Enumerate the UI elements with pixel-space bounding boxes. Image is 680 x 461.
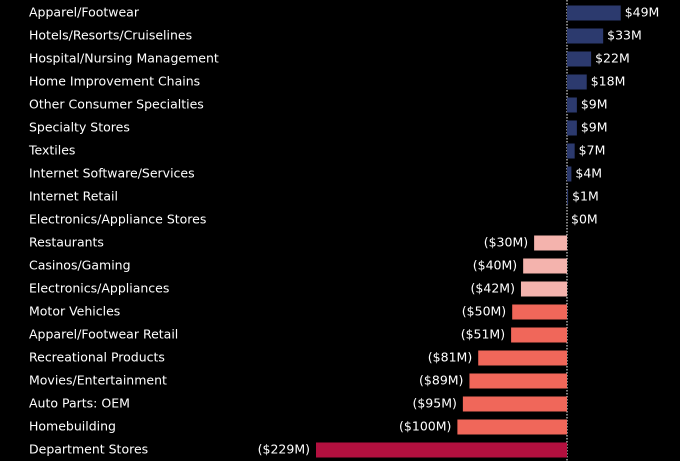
category-label: Hospital/Nursing Management	[29, 51, 219, 66]
bar	[567, 74, 587, 90]
value-label: $18M	[591, 74, 626, 89]
category-label: Internet Software/Services	[29, 166, 195, 181]
bar	[523, 258, 567, 274]
value-label: ($50M)	[462, 304, 506, 319]
value-label: $0M	[571, 212, 598, 227]
bar	[462, 396, 567, 412]
value-label: ($51M)	[461, 327, 505, 342]
bar	[567, 166, 572, 182]
category-label: Hotels/Resorts/Cruiselines	[29, 28, 192, 43]
category-label: Casinos/Gaming	[29, 258, 131, 273]
bar	[478, 350, 567, 366]
value-label: ($95M)	[412, 396, 456, 411]
value-label: $9M	[581, 97, 608, 112]
bar	[567, 28, 604, 44]
value-label: ($81M)	[428, 350, 472, 365]
category-label: Internet Retail	[29, 189, 118, 204]
value-label: ($40M)	[473, 258, 517, 273]
category-label: Apparel/Footwear Retail	[29, 327, 178, 342]
category-label: Restaurants	[29, 235, 104, 250]
value-label: ($229M)	[258, 442, 310, 457]
category-label: Electronics/Appliance Stores	[29, 212, 206, 227]
category-label: Electronics/Appliances	[29, 281, 169, 296]
category-label: Other Consumer Specialties	[29, 97, 204, 112]
value-label: $9M	[581, 120, 608, 135]
value-label: $7M	[579, 143, 606, 158]
bar	[512, 304, 567, 320]
bar	[567, 51, 592, 67]
category-label: Homebuilding	[29, 419, 116, 434]
bar	[316, 442, 567, 458]
category-label: Home Improvement Chains	[29, 74, 200, 89]
category-label: Auto Parts: OEM	[29, 396, 130, 411]
value-label: $22M	[595, 51, 630, 66]
category-label: Department Stores	[29, 442, 148, 457]
bar	[567, 189, 569, 205]
bar	[511, 327, 567, 343]
category-label: Movies/Entertainment	[29, 373, 167, 388]
category-label: Motor Vehicles	[29, 304, 120, 319]
bar	[520, 281, 567, 297]
bar	[567, 143, 575, 159]
value-label: ($42M)	[471, 281, 515, 296]
category-label: Apparel/Footwear	[29, 5, 140, 20]
value-label: $1M	[572, 189, 599, 204]
bar	[469, 373, 567, 389]
bar	[567, 120, 577, 136]
category-label: Textiles	[28, 143, 75, 158]
value-label: $49M	[625, 5, 660, 20]
bar	[567, 5, 621, 21]
bar	[567, 97, 577, 113]
value-label: ($30M)	[484, 235, 528, 250]
value-label: $4M	[575, 166, 602, 181]
bar	[534, 235, 567, 251]
value-label: ($89M)	[419, 373, 463, 388]
bar	[457, 419, 567, 435]
category-label: Specialty Stores	[29, 120, 130, 135]
value-label: $33M	[607, 28, 642, 43]
category-label: Recreational Products	[29, 350, 165, 365]
value-label: ($100M)	[399, 419, 451, 434]
